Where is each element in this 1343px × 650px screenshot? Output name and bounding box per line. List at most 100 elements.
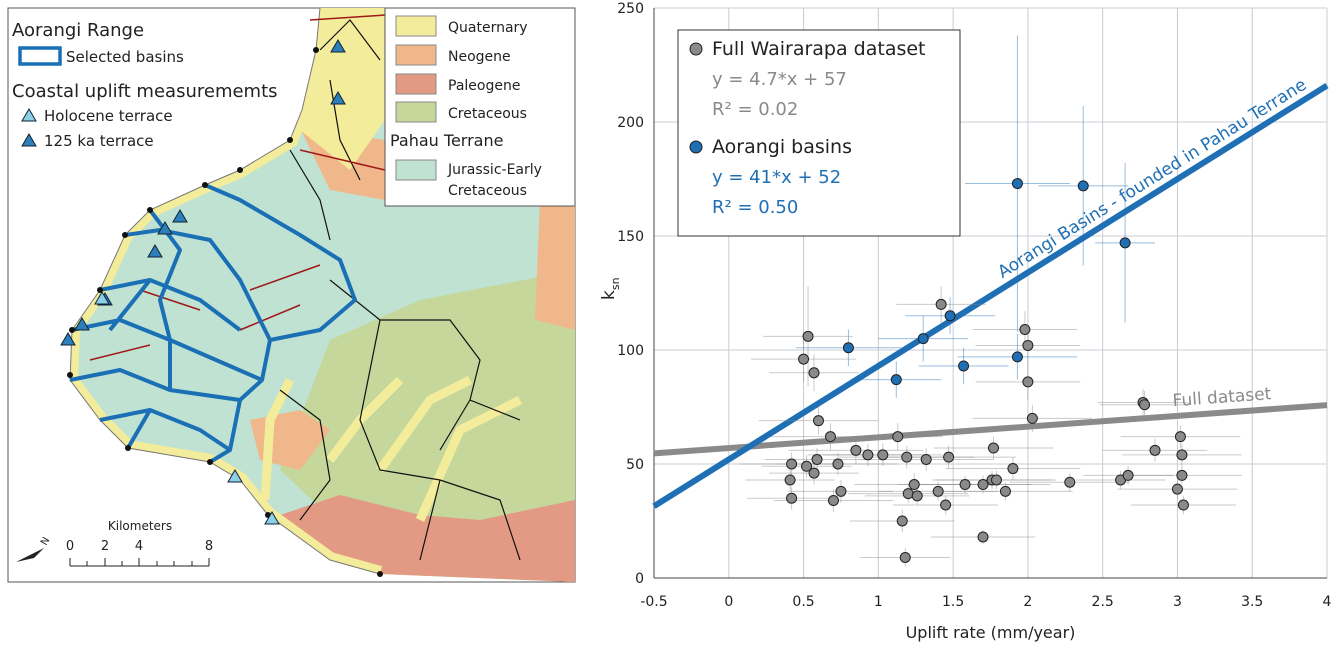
point — [1027, 413, 1037, 423]
x-tick-label: 2 — [1023, 594, 1032, 610]
point — [1012, 179, 1022, 189]
point — [903, 489, 913, 499]
geology-label: Paleogene — [448, 78, 520, 94]
point — [787, 493, 797, 503]
legend-marker — [690, 141, 702, 153]
point — [802, 461, 812, 471]
point — [941, 500, 951, 510]
point — [1120, 238, 1130, 248]
point — [785, 475, 795, 485]
point — [809, 368, 819, 378]
point — [1177, 450, 1187, 460]
point — [825, 432, 835, 442]
point — [1140, 400, 1150, 410]
point — [893, 432, 903, 442]
legend-label: Aorangi basins — [712, 136, 852, 158]
scale-tick: 2 — [101, 539, 109, 554]
pahau-unit: Cretaceous — [448, 183, 527, 199]
y-tick-label: 250 — [617, 1, 644, 17]
geology-swatch — [396, 45, 436, 65]
geology-swatch — [396, 74, 436, 94]
point — [918, 334, 928, 344]
point — [1078, 181, 1088, 191]
fit-r2: R² = 0.50 — [712, 197, 798, 218]
x-tick-label: 3 — [1173, 594, 1182, 610]
y-axis-label-main: k — [599, 290, 619, 300]
map: Aorangi Range Selected basins Coastal up… — [8, 8, 575, 582]
point — [1023, 377, 1033, 387]
point — [902, 452, 912, 462]
point — [959, 361, 969, 371]
point — [912, 491, 922, 501]
point — [1020, 324, 1030, 334]
uplift-title: Coastal uplift measurememts — [12, 81, 278, 102]
pahau-title: Pahau Terrane — [390, 131, 503, 150]
point — [828, 495, 838, 505]
point — [909, 480, 919, 490]
x-axis-label: Uplift rate (mm/year) — [906, 623, 1076, 642]
x-tick-label: -0.5 — [640, 594, 667, 610]
point — [1175, 432, 1185, 442]
point — [1178, 500, 1188, 510]
geology-label: Neogene — [448, 49, 511, 65]
point — [843, 343, 853, 353]
y-axis-label-sub: sn — [609, 277, 622, 290]
point — [803, 331, 813, 341]
point — [891, 375, 901, 385]
scale-tick: 8 — [205, 539, 213, 554]
pahau-unit: Jurassic-Early — [447, 162, 542, 178]
figure: Aorangi Range Selected basins Coastal up… — [0, 0, 1343, 646]
map-title: Aorangi Range — [12, 20, 144, 41]
point — [921, 454, 931, 464]
y-tick-label: 100 — [617, 343, 644, 359]
point — [863, 450, 873, 460]
x-tick-label: 4 — [1323, 594, 1332, 610]
ka125-label: 125 ka terrace — [44, 132, 154, 150]
legend-label: Full Wairarapa dataset — [712, 38, 926, 60]
point — [933, 486, 943, 496]
point — [1065, 477, 1075, 487]
fit-r2: R² = 0.02 — [712, 99, 798, 120]
x-tick-label: 1 — [874, 594, 883, 610]
point — [944, 452, 954, 462]
x-tick-label: 2.5 — [1092, 594, 1114, 610]
point — [900, 552, 910, 562]
point — [936, 299, 946, 309]
point — [836, 486, 846, 496]
point — [878, 450, 888, 460]
fit-label: Aorangi Basins - founded in Pahau Terran… — [994, 75, 1310, 283]
point — [978, 480, 988, 490]
x-tick-label: 1.5 — [942, 594, 964, 610]
scale-title: Kilometers — [108, 519, 172, 533]
fit-equation: y = 4.7*x + 57 — [712, 69, 847, 90]
point — [812, 454, 822, 464]
point — [1023, 340, 1033, 350]
x-tick-label: 0.5 — [792, 594, 814, 610]
geology-swatch — [396, 160, 436, 180]
point — [1172, 484, 1182, 494]
point — [1000, 486, 1010, 496]
scale-tick: 4 — [135, 539, 143, 554]
y-tick-label: 150 — [617, 229, 644, 245]
legend-marker — [690, 43, 702, 55]
point — [960, 480, 970, 490]
point — [814, 416, 824, 426]
point — [799, 354, 809, 364]
point — [851, 445, 861, 455]
point — [1177, 470, 1187, 480]
geology-label: Quaternary — [448, 20, 528, 36]
x-tick-label: 3.5 — [1241, 594, 1263, 610]
geology-swatch — [396, 16, 436, 36]
point — [1123, 470, 1133, 480]
point — [988, 443, 998, 453]
geology-label: Cretaceous — [448, 106, 527, 122]
fit-label: Full dataset — [1172, 384, 1272, 411]
point — [991, 475, 1001, 485]
point — [1150, 445, 1160, 455]
basin-legend-label: Selected basins — [66, 48, 184, 66]
y-tick-label: 200 — [617, 115, 644, 131]
point — [978, 532, 988, 542]
y-tick-label: 0 — [635, 571, 644, 587]
fit-equation: y = 41*x + 52 — [712, 167, 841, 188]
point — [897, 516, 907, 526]
